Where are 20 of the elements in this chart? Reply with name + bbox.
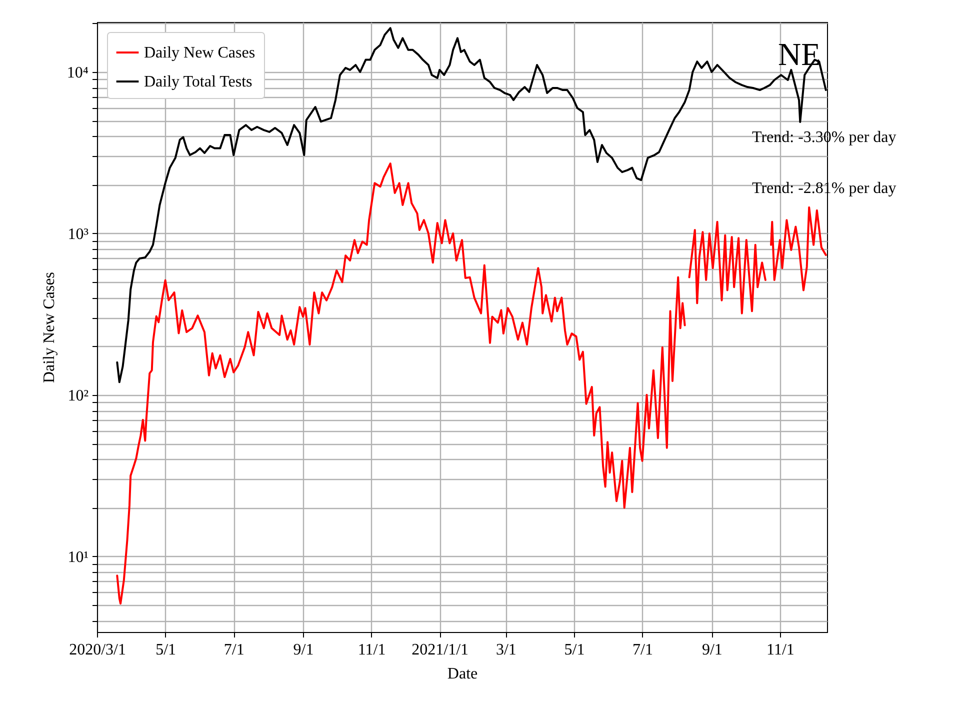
- y-tick-label: 10³: [68, 226, 89, 243]
- x-tick-label: 7/1: [224, 642, 244, 658]
- x-tick-label: 2021/1/1: [412, 642, 469, 658]
- legend-label: Daily New Cases: [144, 44, 256, 62]
- y-tick-label: 10²: [68, 387, 89, 404]
- x-tick-label: 2020/3/1: [69, 642, 126, 658]
- x-tick-label: 11/1: [358, 642, 386, 658]
- x-tick-label: 5/1: [156, 642, 176, 658]
- annotation: NE: [778, 36, 821, 72]
- x-tick-label: 9/1: [293, 642, 314, 658]
- y-tick-label: 10¹: [68, 548, 89, 566]
- x-tick-label: 3/1: [496, 642, 516, 658]
- y-axis-title: Daily New Cases: [40, 272, 58, 384]
- x-tick-label: 5/1: [564, 642, 585, 658]
- x-axis-title: Date: [447, 666, 478, 682]
- y-tick-label: 10⁴: [66, 64, 89, 82]
- x-tick-label: 9/1: [702, 642, 722, 658]
- x-tick-label: 7/1: [632, 642, 653, 658]
- legend-label: Daily Total Tests: [144, 74, 252, 90]
- x-tick-label: 11/1: [766, 642, 794, 658]
